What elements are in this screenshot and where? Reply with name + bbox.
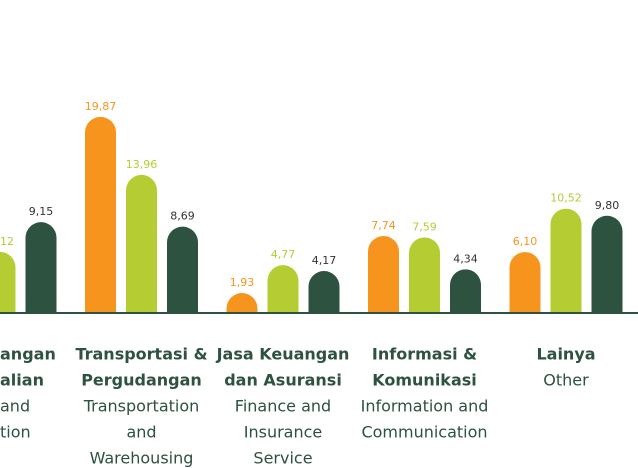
value-label: 1,93 — [230, 276, 255, 289]
value-label: 19,87 — [85, 100, 117, 113]
value-label: 9,80 — [595, 199, 620, 212]
value-label: 6,10 — [513, 235, 538, 248]
category-label-en: Warehousing — [90, 449, 194, 468]
category-label: Komunikasi — [372, 371, 477, 390]
bar — [368, 236, 399, 312]
value-label: 12 — [0, 235, 14, 248]
category-label-en: Service — [253, 449, 312, 468]
category-label-en: and — [0, 397, 30, 416]
bar — [226, 293, 258, 312]
bar — [450, 269, 481, 312]
bar — [0, 251, 16, 312]
value-label: 7,59 — [412, 220, 437, 233]
category-label-en: and — [126, 423, 156, 442]
category-label-en: Other — [543, 371, 589, 390]
category-label: Pergudangan — [81, 371, 202, 390]
bar — [267, 265, 299, 312]
category-label-en: Transportation — [83, 397, 200, 416]
bar — [409, 237, 440, 312]
value-label: 4,77 — [271, 248, 296, 261]
value-label: 9,15 — [29, 205, 54, 218]
category-label: dan Asuransi — [224, 371, 342, 390]
bar — [509, 252, 541, 312]
category-label-en: Insurance — [244, 423, 323, 442]
bar — [126, 174, 157, 312]
bar — [308, 271, 340, 312]
category-label: alian — [0, 371, 44, 390]
category-label-en: Information and — [361, 397, 489, 416]
category-label-en: Finance and — [235, 397, 331, 416]
category-label: Jasa Keuangan — [216, 345, 350, 364]
category-label: Lainya — [536, 345, 595, 364]
value-label: 10,52 — [550, 192, 582, 205]
value-label: 8,69 — [170, 210, 195, 223]
value-label: 7,74 — [371, 219, 396, 232]
category-label: Transportasi & — [75, 345, 207, 364]
category-label: angan — [0, 345, 56, 364]
category-label: Informasi & — [372, 345, 477, 364]
category-label-en: Communication — [361, 423, 487, 442]
bar — [25, 222, 57, 312]
value-label: 4,17 — [312, 254, 337, 267]
bar — [591, 215, 623, 312]
category-label-en: tion — [0, 423, 31, 442]
value-label: 4,34 — [453, 252, 478, 265]
bar — [550, 208, 582, 312]
bar — [85, 116, 116, 312]
value-label: 13,96 — [126, 158, 158, 171]
bar — [167, 226, 198, 312]
